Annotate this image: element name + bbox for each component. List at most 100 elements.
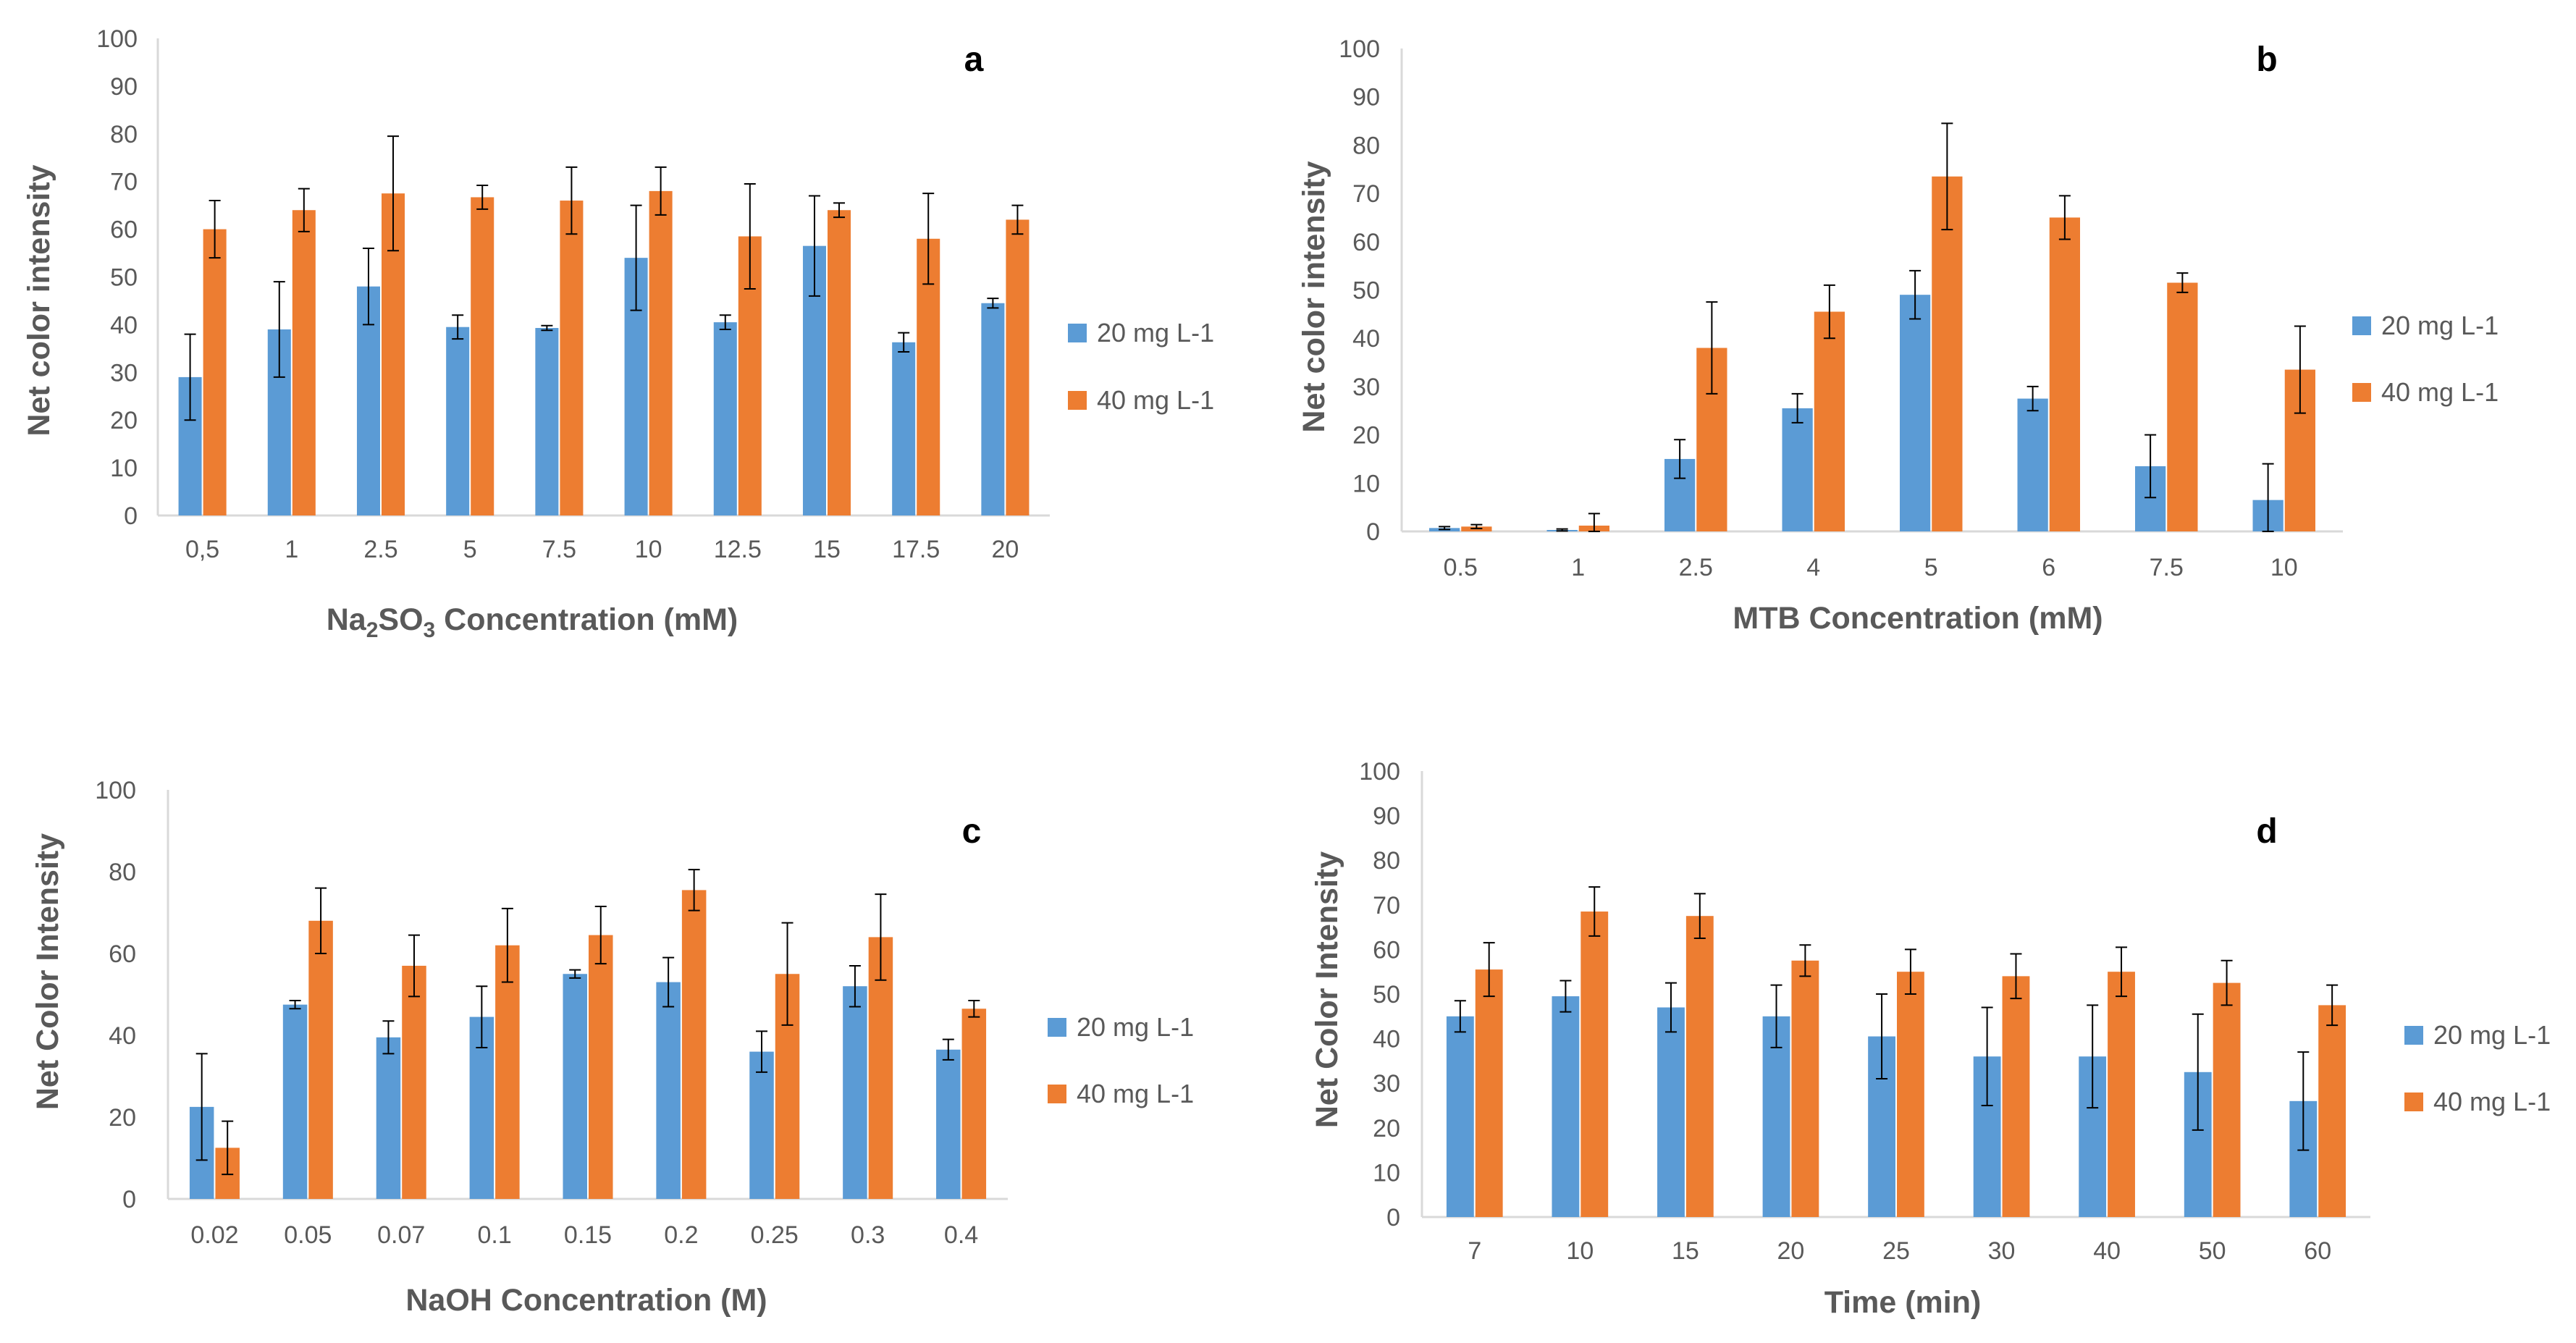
legend-swatch — [1068, 391, 1087, 410]
x-tick-label: 15 — [813, 536, 841, 563]
x-tick-label: 0.02 — [190, 1221, 238, 1249]
bar-series-20 — [1782, 408, 1813, 531]
x-axis-title: Na2SO3 Concentration (mM) — [327, 602, 738, 642]
legend-swatch — [1048, 1085, 1066, 1103]
error-bar — [1770, 984, 1782, 1048]
error-bar — [849, 964, 861, 1008]
legend-swatch — [2404, 1026, 2423, 1045]
error-bar — [1941, 122, 1953, 231]
x-axis-title: NaOH Concentration (M) — [405, 1283, 767, 1318]
y-axis-title: Net Color Intensity — [30, 833, 65, 1110]
bar-series-40 — [495, 945, 520, 1199]
x-tick-label: 0.15 — [564, 1221, 612, 1249]
bars — [178, 135, 1030, 515]
bar-series-40 — [471, 197, 494, 515]
bar-series-20 — [1657, 1007, 1685, 1217]
bar-series-40 — [2213, 982, 2241, 1217]
chart-b-svg: 0 10 20 30 40 50 60 70 80 90 100 0.5 1 2.5 4 5 6 7.5 10 N… — [1297, 35, 2499, 636]
bar-series-20 — [892, 342, 916, 515]
error-bar — [756, 1030, 768, 1073]
error-bar — [1556, 528, 1568, 532]
error-bar — [382, 1020, 395, 1055]
error-bar — [2058, 195, 2071, 240]
error-bar — [2116, 946, 2128, 998]
chart-panel-a: 0 10 20 30 40 50 60 70 80 90 100 0,5 1 2.5 5 7.5 10 12.5… — [0, 0, 1288, 671]
y-tick-label: 30 — [110, 359, 138, 387]
x-tick-label: 7.5 — [2150, 554, 2184, 581]
error-bar — [808, 195, 820, 297]
error-bar — [1588, 513, 1600, 532]
y-tick-labels: 0 10 20 30 40 50 60 70 80 90 100 — [1359, 758, 1400, 1232]
y-axis-title: Net color intensity — [22, 164, 56, 436]
y-tick-labels: 0 10 20 30 40 50 60 70 80 90 100 — [1339, 35, 1380, 546]
error-bar — [1560, 980, 1572, 1013]
error-bar — [2026, 385, 2039, 412]
y-tick-label: 100 — [1339, 35, 1380, 63]
bar-series-40 — [1475, 969, 1503, 1217]
x-tick-label: 0.25 — [751, 1221, 799, 1249]
y-tick-label: 70 — [1352, 180, 1380, 208]
error-bar — [1823, 284, 1835, 340]
error-bar — [565, 166, 578, 235]
bar-series-20 — [1762, 1016, 1790, 1217]
chart-panel-b: 0 10 20 30 40 50 60 70 80 90 100 0.5 1 2.5 4 5 6 7.5 10 N… — [1288, 0, 2576, 671]
error-bar — [452, 314, 464, 340]
y-tick-label: 60 — [109, 940, 136, 968]
error-bar — [833, 202, 846, 219]
error-bar — [1470, 523, 1483, 529]
error-bar — [2294, 325, 2306, 414]
y-tick-label: 30 — [1373, 1070, 1400, 1098]
x-tick-label: 10 — [2270, 554, 2298, 581]
x-tick-label: 15 — [1672, 1237, 1699, 1265]
y-tick-labels: 0 20 40 60 80 100 — [95, 777, 136, 1213]
panel-label: a — [964, 41, 984, 79]
error-bar — [2010, 953, 2022, 1000]
x-tick-label: 0.3 — [851, 1221, 885, 1249]
legend: 20 mg L-1 40 mg L-1 — [2404, 1020, 2551, 1116]
y-tick-label: 90 — [1373, 803, 1400, 830]
bar-series-20 — [2017, 398, 2048, 531]
x-tick-label: 2.5 — [363, 536, 397, 563]
y-tick-label: 40 — [1352, 325, 1380, 353]
y-tick-label: 80 — [1373, 847, 1400, 875]
error-bar — [298, 188, 310, 232]
error-bar — [987, 298, 999, 309]
legend-swatch — [1068, 324, 1087, 342]
y-tick-label: 20 — [109, 1104, 136, 1132]
error-bar — [1664, 982, 1677, 1033]
bars — [1429, 122, 2315, 532]
legend-label: 40 mg L-1 — [1097, 385, 1214, 415]
y-tick-label: 60 — [110, 216, 138, 244]
x-tick-label: 7.5 — [542, 536, 576, 563]
y-tick-label: 0 — [124, 502, 138, 530]
y-tick-label: 30 — [1352, 374, 1380, 401]
bar-series-40 — [560, 201, 584, 515]
error-bar — [1454, 1000, 1466, 1033]
y-tick-label: 40 — [109, 1022, 136, 1050]
bars — [1446, 886, 2346, 1217]
legend: 20 mg L-1 40 mg L-1 — [2352, 311, 2499, 407]
y-axis-title: Net Color Intensity — [1310, 851, 1344, 1128]
error-bar — [387, 135, 400, 252]
x-tick-label: 5 — [1924, 554, 1938, 581]
legend-label: 20 mg L-1 — [1077, 1012, 1194, 1042]
error-bar — [1483, 942, 1495, 998]
x-tick-label: 0.1 — [477, 1221, 511, 1249]
error-bar — [662, 956, 675, 1008]
x-tick-labels: 7 10 15 20 25 30 40 50 60 — [1468, 1237, 2331, 1265]
x-tick-label: 4 — [1806, 554, 1820, 581]
x-tick-label: 7 — [1468, 1237, 1481, 1265]
legend-label: 40 mg L-1 — [2433, 1087, 2551, 1116]
legend-label: 20 mg L-1 — [2381, 311, 2499, 340]
chart-d-svg: 0 10 20 30 40 50 60 70 80 90 100 7 10 15 20 25 30 40 50 60… — [1310, 758, 2551, 1320]
x-tick-label: 12.5 — [714, 536, 762, 563]
x-tick-label: 50 — [2199, 1237, 2226, 1265]
bar-series-20 — [749, 1051, 774, 1199]
error-bar — [195, 1053, 208, 1161]
error-bar — [2297, 1051, 2310, 1151]
bar-series-40 — [2318, 1005, 2346, 1217]
error-bar — [2221, 959, 2233, 1006]
bar-series-20 — [981, 303, 1005, 515]
